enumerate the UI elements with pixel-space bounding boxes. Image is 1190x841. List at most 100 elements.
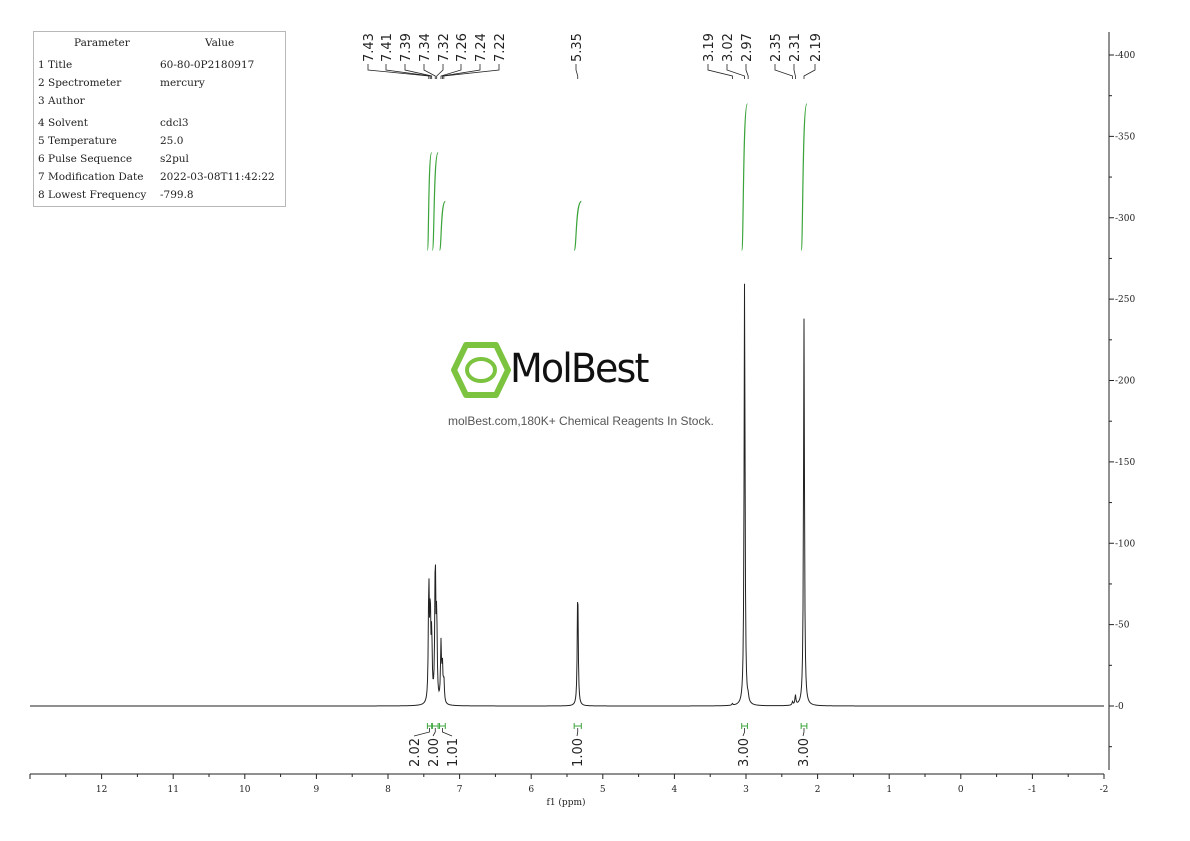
param-row-4: 4 Solvent [38,117,89,129]
y-tick-label: -300 [1115,214,1135,224]
peak-leader-line [423,64,436,79]
peak-shift-label: 3.19 [702,33,717,62]
peak-leader-line [707,64,733,79]
param-row-8: 8 Lowest Frequency [38,189,147,201]
peak-shift-label: 7.43 [362,33,377,62]
x-tick-label: 0 [958,785,964,795]
spectrum-trace [30,283,1104,707]
y-tick-label: -0 [1115,702,1124,712]
param-row-2: 2 Spectrometer [38,77,122,89]
param-value-6: s2pul [160,153,189,165]
x-tick-label: -1 [1028,785,1037,795]
param-value-2: mercury [160,77,205,89]
x-tick-label: 6 [528,785,534,795]
integral-value-label: 1.00 [571,738,586,767]
integral-value-label: 2.02 [408,738,423,767]
param-row-7: 7 Modification Date [38,171,144,183]
peak-leader-line [443,64,500,79]
peak-shift-label: 3.02 [721,33,736,62]
peak-leader-line [404,64,433,79]
integral-value-label: 3.00 [737,738,752,767]
watermark-brand: MolBest [510,346,649,392]
x-tick-label: 8 [385,785,391,795]
peak-shift-label: 2.31 [788,33,803,62]
peak-leader-line [793,64,796,79]
param-row-1: 1 Title [38,59,73,71]
peak-shift-label: 7.22 [493,33,508,62]
param-value-1: 60-80-0P2180917 [160,59,255,71]
integral-curve [573,200,582,251]
peak-leader-line [436,64,444,79]
integral-leader [802,728,805,737]
peak-leader-line [367,64,430,79]
peak-shift-label: 7.39 [399,33,414,62]
peak-shift-label: 7.41 [380,33,395,62]
x-tick-label: 12 [96,785,107,795]
peak-shift-label: 7.24 [474,33,489,62]
x-tick-label: 3 [743,785,749,795]
param-header-parameter: Parameter [74,37,130,49]
x-tick-label: -2 [1100,785,1109,795]
y-tick-label: -250 [1115,295,1135,305]
param-value-4: cdcl3 [160,117,189,129]
x-tick-label: 9 [314,785,320,795]
x-tick-label: 5 [600,785,606,795]
integral-value-label: 1.01 [446,738,461,767]
x-tick-label: 7 [457,785,463,795]
integral-value-label: 3.00 [797,738,812,767]
integral-curves: 2.02 2.00 1.01 1.00 3.00 3.00 [408,103,812,767]
y-tick-label: -50 [1115,621,1130,631]
param-row-3: 3 Author [38,95,85,107]
molbest-logo-icon [451,342,511,398]
integral-leader [432,728,436,737]
y-tick-label: -150 [1115,458,1135,468]
y-tick-label: -350 [1115,132,1135,142]
param-value-8: -799.8 [160,189,194,201]
x-axis: 12 11 10 9 8 7 6 5 4 3 2 1 0 -1 -2 [29,773,1109,795]
integral-value-label: 2.00 [427,738,442,767]
peak-leader-line [385,64,431,79]
param-row-6: 6 Pulse Sequence [38,153,133,165]
param-value-5: 25.0 [160,135,184,147]
integral-curve [438,200,446,251]
y-tick-label: -200 [1115,377,1135,387]
x-tick-label: 4 [672,785,678,795]
integral-leader [576,728,579,737]
peak-leader-line [442,64,481,79]
integral-curve [431,152,439,251]
x-tick-label: 2 [815,785,821,795]
y-axis: -0 -50 -100 -150 -200 -250 -300 -350 -400 [1108,32,1135,770]
peak-leader-line [575,64,579,79]
param-header-value: Value [205,37,235,49]
integral-curve [800,103,808,251]
peak-shift-label: 7.32 [437,33,452,62]
watermark: MolBest molBest.com,180K+ Chemical Reage… [440,340,750,435]
peak-labels: 7.43 7.41 7.39 7.34 7.32 7.26 7.24 7.22 5.35 3.19… [362,33,824,79]
y-tick-label: -100 [1115,539,1135,549]
peak-shift-label: 2.35 [769,33,784,62]
x-tick-label: 10 [239,785,251,795]
peak-leader-line [774,64,793,79]
integral-leader [413,728,430,737]
peak-leader-line [745,64,749,79]
watermark-tagline: molBest.com,180K+ Chemical Reagents In S… [448,414,714,428]
integral-leader [742,728,745,737]
peak-shift-label: 7.34 [418,33,433,62]
peak-leader-line [803,64,816,79]
peak-shift-label: 5.35 [570,33,585,62]
peak-shift-label: 2.19 [809,33,824,62]
peak-leader-line [440,64,462,79]
x-axis-label: f1 (ppm) [547,797,586,808]
peak-leader-line [726,64,745,79]
peak-shift-label: 7.26 [455,33,470,62]
integral-curve [426,152,433,251]
x-tick-label: 1 [886,785,892,795]
parameter-table: Parameter Value 1 Title 60-80-0P2180917 … [33,31,286,207]
x-tick-label: 11 [167,785,178,795]
integral-curve [741,103,749,251]
param-row-5: 5 Temperature [38,135,117,147]
peak-shift-label: 2.97 [740,33,755,62]
param-value-7: 2022-03-08T11:42:22 [160,171,275,183]
integral-leader [442,728,453,737]
